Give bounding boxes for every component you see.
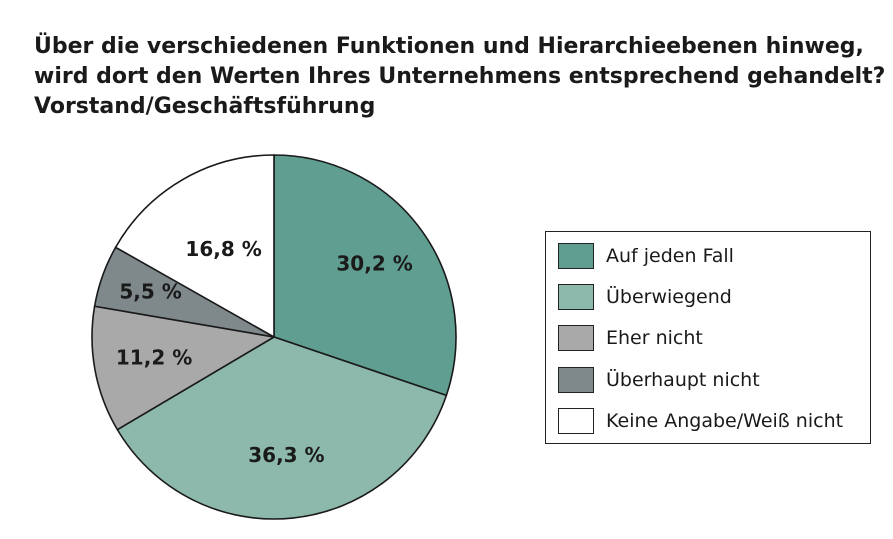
data-label-ueberhaupt-nicht: 5,5 %: [119, 279, 181, 303]
legend-item-auf-jeden-fall: Auf jeden Fall: [558, 241, 734, 271]
chart-title: Über die verschiedenen Funktionen und Hi…: [34, 32, 885, 122]
pie-slice-keine-angabe: [114, 154, 275, 338]
legend-item-ueberhaupt-nicht: Überhaupt nicht: [558, 365, 760, 395]
legend-swatch-ueberwiegend: [558, 284, 594, 310]
legend-swatch-ueberhaupt-nicht: [558, 367, 594, 393]
legend-label-eher-nicht: Eher nicht: [606, 327, 703, 349]
title-line-2: wird dort den Werten Ihres Unternehmens …: [34, 64, 886, 89]
pie-slice-eher-nicht: [91, 305, 275, 431]
legend-item-keine-angabe: Keine Angabe/Weiß nicht: [558, 406, 843, 436]
pie-slice-ueberwiegend: [116, 336, 448, 520]
legend-label-keine-angabe: Keine Angabe/Weiß nicht: [606, 410, 844, 432]
data-label-keine-angabe: 16,8 %: [185, 237, 261, 261]
pie-slice-auf-jeden-fall: [273, 154, 457, 397]
chart-legend: Auf jeden Fall Überwiegend Eher nicht Üb…: [545, 231, 871, 444]
legend-item-eher-nicht: Eher nicht: [558, 323, 703, 353]
legend-label-ueberwiegend: Überwiegend: [606, 286, 732, 308]
legend-swatch-eher-nicht: [558, 325, 594, 351]
data-label-auf-jeden-fall: 30,2 %: [336, 251, 412, 275]
data-label-ueberwiegend: 36,3 %: [248, 443, 324, 467]
legend-swatch-keine-angabe: [558, 408, 594, 434]
title-line-3: Vorstand/Geschäftsführung: [34, 94, 376, 119]
data-label-eher-nicht: 11,2 %: [116, 346, 192, 370]
title-line-1: Über die verschiedenen Funktionen und Hi…: [34, 34, 864, 59]
legend-item-ueberwiegend: Überwiegend: [558, 282, 732, 312]
legend-label-auf-jeden-fall: Auf jeden Fall: [606, 245, 734, 267]
legend-swatch-auf-jeden-fall: [558, 243, 594, 269]
legend-label-ueberhaupt-nicht: Überhaupt nicht: [606, 369, 760, 391]
